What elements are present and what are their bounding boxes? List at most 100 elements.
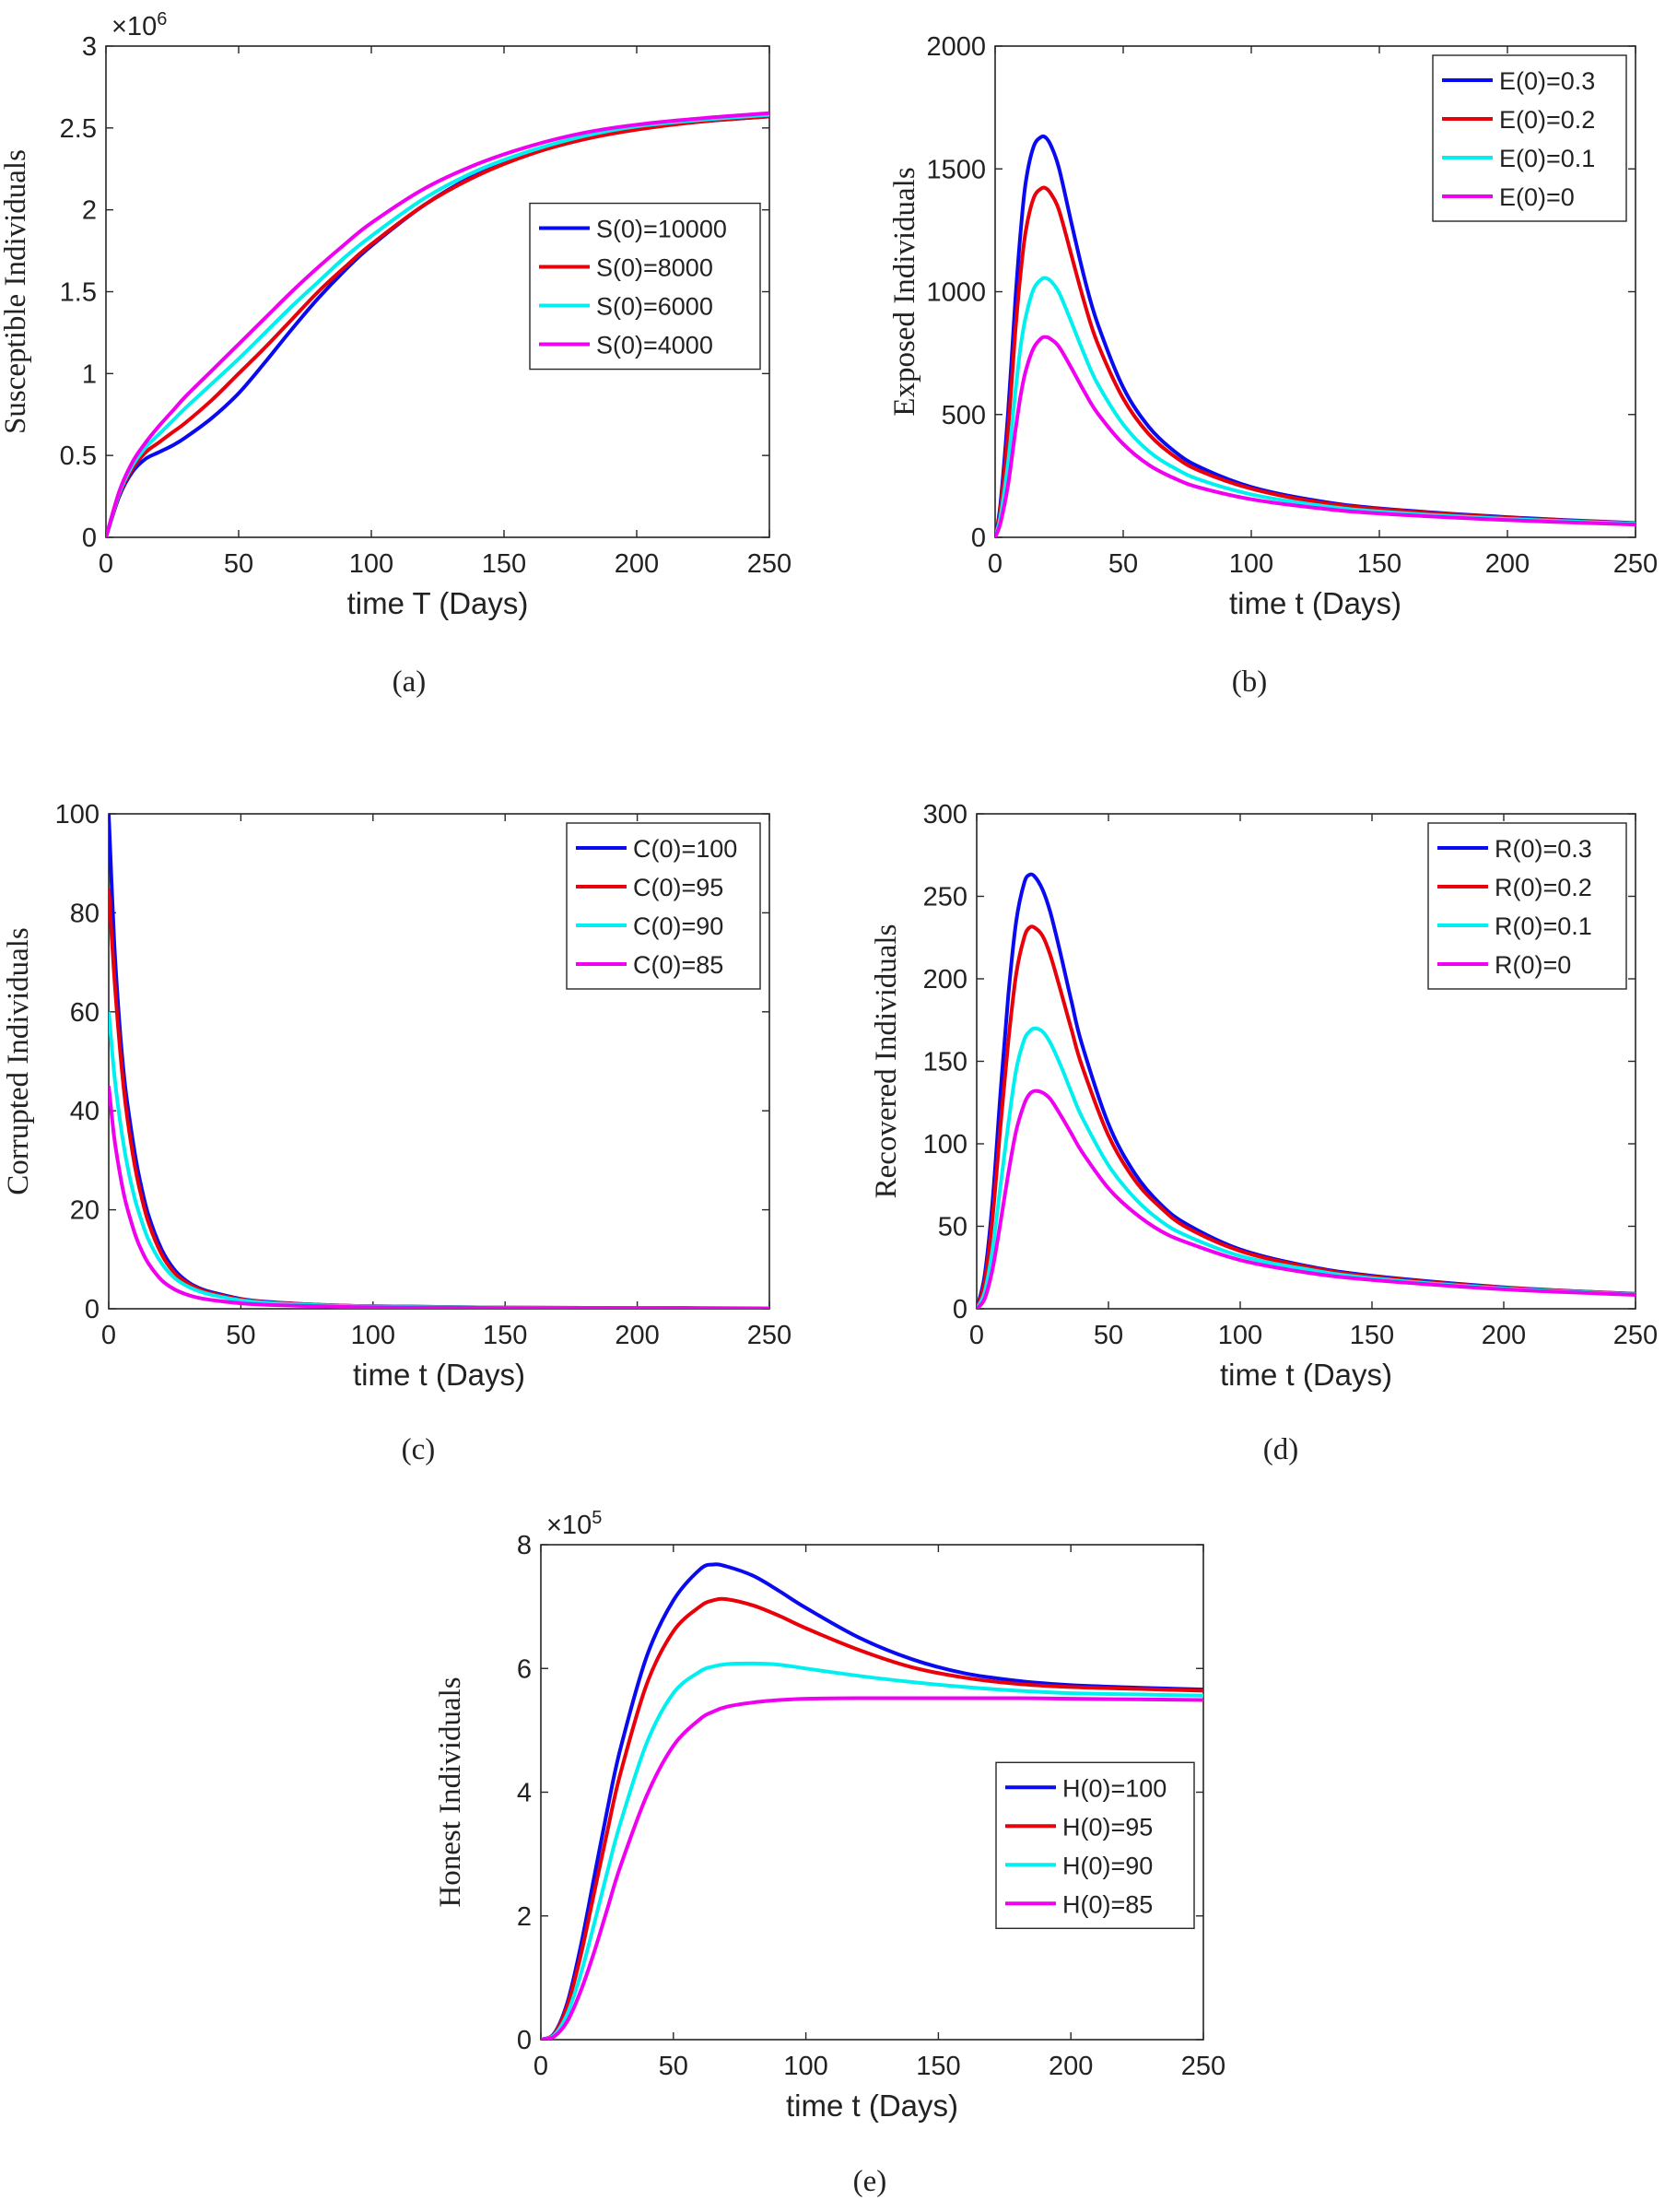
y-tick-label: 0 — [971, 524, 986, 553]
chart-c: 0 50 100 150 200 250 0 20 40 60 80 100 time t (Days)… — [2, 800, 791, 1466]
legend: H(0)=100 H(0)=95 H(0)=90 H(0)=85 — [995, 1761, 1195, 1929]
panel-caption: (e) — [853, 2165, 887, 2198]
legend-label: H(0)=85 — [1062, 1890, 1153, 1918]
axis-multiplier-exponent: 5 — [592, 1508, 602, 1528]
x-axis-label: time T (Days) — [347, 586, 529, 620]
series-line-cyan — [106, 112, 769, 537]
series-line-red — [995, 185, 1636, 537]
x-tick-label: 250 — [747, 1321, 791, 1350]
x-axis-label: time t (Days) — [1229, 586, 1401, 620]
legend-label: C(0)=85 — [633, 951, 723, 979]
x-tick-label: 50 — [1108, 549, 1138, 579]
x-tick-label: 100 — [349, 549, 393, 579]
x-tick-label: 0 — [534, 2052, 548, 2081]
y-axis-label: Honest Individuals — [434, 1677, 467, 1907]
chart-e: 0 50 100 150 200 250 0 2 4 6 8 ×105 time t (Days) Hon… — [434, 1508, 1225, 2198]
x-axis-label: time t (Days) — [1220, 1358, 1392, 1392]
y-tick-label: 1500 — [926, 155, 986, 184]
x-tick-label: 250 — [747, 549, 791, 579]
x-tick-label: 0 — [969, 1321, 984, 1350]
legend-box — [1427, 822, 1627, 990]
y-tick-label: 250 — [923, 883, 967, 912]
y-tick-label: 2.5 — [60, 114, 97, 144]
y-tick-label: 500 — [942, 401, 986, 430]
x-tick-label: 150 — [916, 2052, 960, 2081]
legend-label: S(0)=4000 — [596, 332, 713, 359]
legend-label: C(0)=100 — [633, 835, 737, 863]
x-tick-label: 0 — [99, 549, 113, 579]
y-tick-label: 0 — [82, 524, 97, 553]
legend-label: E(0)=0.1 — [1499, 145, 1595, 172]
legend-box — [566, 822, 761, 990]
x-tick-label: 150 — [482, 549, 526, 579]
y-axis-label: Recovered Individuals — [870, 924, 903, 1199]
x-tick-label: 250 — [1181, 2052, 1225, 2081]
chart-d: 0 50 100 150 200 250 0 50 100 150 200 250 300 time t … — [870, 800, 1658, 1466]
x-tick-label: 0 — [988, 549, 1003, 579]
legend-label: R(0)=0.1 — [1495, 912, 1592, 940]
x-tick-label: 200 — [1482, 1321, 1526, 1350]
legend-label: S(0)=10000 — [596, 216, 727, 243]
y-tick-label: 1.5 — [60, 278, 97, 308]
series-line-red — [977, 924, 1636, 1309]
series-line-magenta — [109, 1086, 769, 1309]
y-tick-label: 1000 — [926, 278, 986, 308]
chart-a: 0 50 100 150 200 250 0 0.5 1 1.5 2 2.5 3 ×106 time T (… — [0, 9, 791, 699]
y-tick-label: 80 — [70, 899, 100, 928]
y-tick-label: 20 — [70, 1196, 100, 1226]
legend-label: C(0)=90 — [633, 912, 723, 940]
legend-label: R(0)=0.3 — [1495, 835, 1592, 863]
axis-multiplier: ×106 — [111, 9, 167, 41]
series-line-cyan — [995, 276, 1636, 537]
x-tick-label: 100 — [1218, 1321, 1262, 1350]
series-line-red — [106, 114, 769, 537]
legend-label: H(0)=100 — [1062, 1774, 1167, 1802]
y-tick-label: 6 — [517, 1654, 532, 1684]
series-line-blue — [541, 1562, 1203, 2040]
chart-b: 0 50 100 150 200 250 0 500 1000 1500 2000 time t (D… — [888, 32, 1658, 699]
x-tick-label: 200 — [1049, 2052, 1093, 2081]
x-tick-label: 100 — [1229, 549, 1273, 579]
x-tick-label: 0 — [101, 1321, 116, 1350]
x-tick-label: 100 — [783, 2052, 827, 2081]
y-tick-label: 150 — [923, 1048, 967, 1077]
x-tick-label: 50 — [224, 549, 253, 579]
x-tick-label: 200 — [615, 549, 659, 579]
series-line-magenta — [106, 111, 769, 537]
series-line-magenta — [995, 335, 1636, 537]
legend-label: S(0)=8000 — [596, 254, 713, 282]
x-tick-label: 250 — [1613, 549, 1658, 579]
legend-box — [1432, 54, 1627, 222]
legend-box — [995, 1761, 1195, 1929]
panel-caption: (b) — [1232, 665, 1267, 699]
y-tick-label: 0 — [85, 1295, 100, 1324]
series-line-magenta — [977, 1088, 1636, 1309]
legend-label: E(0)=0.3 — [1499, 67, 1595, 95]
y-tick-label: 1 — [82, 359, 97, 389]
series-line-cyan — [977, 1026, 1636, 1309]
y-tick-label: 2000 — [926, 32, 986, 62]
y-tick-label: 100 — [55, 800, 100, 830]
legend-label: E(0)=0.2 — [1499, 106, 1595, 134]
y-axis-label: Exposed Individuals — [888, 167, 921, 416]
series-line-red — [541, 1596, 1203, 2040]
panel-caption: (c) — [402, 1433, 436, 1466]
x-tick-label: 50 — [226, 1321, 255, 1350]
legend-label: R(0)=0 — [1495, 951, 1571, 979]
legend-label: S(0)=6000 — [596, 293, 713, 321]
series-line-cyan — [541, 1661, 1203, 2040]
y-tick-label: 3 — [82, 32, 97, 62]
y-tick-label: 0.5 — [60, 441, 97, 471]
axis-multiplier: ×105 — [546, 1508, 602, 1540]
y-tick-label: 50 — [938, 1213, 967, 1242]
legend-label: H(0)=90 — [1062, 1852, 1153, 1879]
legend: E(0)=0.3 E(0)=0.2 E(0)=0.1 E(0)=0 — [1432, 54, 1627, 222]
series-line-magenta — [541, 1696, 1203, 2040]
x-tick-label: 150 — [1357, 549, 1401, 579]
panel-caption: (d) — [1263, 1433, 1298, 1466]
y-tick-label: 40 — [70, 1097, 100, 1126]
y-tick-label: 0 — [953, 1295, 967, 1324]
y-tick-label: 100 — [923, 1130, 967, 1159]
y-tick-label: 0 — [517, 2026, 532, 2055]
x-axis-label: time t (Days) — [786, 2088, 958, 2123]
